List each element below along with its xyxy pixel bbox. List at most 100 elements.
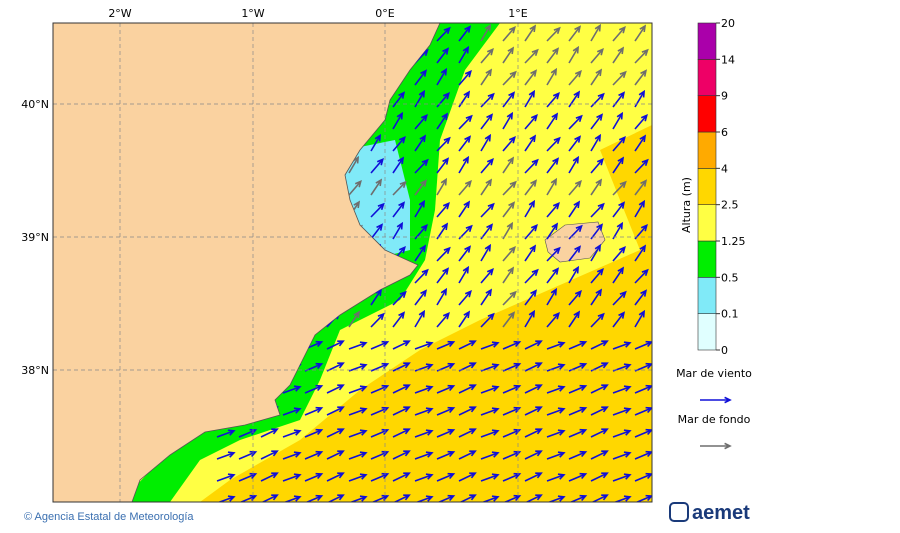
wave-arrow: [568, 25, 582, 42]
wave-arrow: [546, 136, 561, 152]
wave-arrow: [590, 340, 609, 350]
wave-arrow: [524, 268, 539, 284]
wave-arrow: [326, 340, 345, 350]
wave-arrow: [480, 157, 494, 174]
wave-arrow: [612, 266, 625, 284]
wave-arrow: [634, 134, 647, 152]
wave-arrow: [612, 70, 627, 86]
wave-arrow: [568, 472, 588, 482]
wave-arrow: [590, 68, 603, 86]
wave-arrow: [502, 340, 522, 350]
wave-arrow: [216, 473, 236, 482]
lon-label: 0°E: [375, 7, 394, 20]
wave-arrow: [590, 133, 602, 152]
wave-arrow: [458, 90, 471, 108]
colorbar-label: 14: [721, 53, 735, 66]
wave-arrow: [326, 428, 345, 438]
wave-arrow: [546, 246, 561, 262]
wave-arrow: [568, 428, 588, 438]
wave-arrow: [480, 288, 493, 306]
wave-arrow: [546, 267, 560, 284]
wave-arrow: [370, 288, 383, 306]
wave-arrow: [590, 406, 609, 416]
wave-arrow: [524, 340, 543, 350]
wave-arrow: [326, 472, 345, 482]
wave-arrow: [304, 450, 324, 460]
colorbar-segment: [697, 204, 717, 242]
wave-arrow: [392, 450, 411, 460]
wave-arrow: [348, 385, 368, 394]
wave-arrow: [634, 48, 649, 64]
wave-arrow: [414, 341, 434, 350]
wave-arrow: [546, 341, 566, 350]
wave-arrow: [524, 406, 543, 416]
wave-arrow: [612, 135, 626, 152]
wave-arrow: [590, 450, 609, 460]
wave-arrow: [502, 25, 516, 42]
wave-arrow: [524, 48, 539, 64]
wave-arrow: [524, 384, 543, 394]
wave-arrow: [502, 135, 516, 152]
colorbar-label: 4: [721, 162, 728, 175]
wave-arrow: [612, 311, 626, 328]
wave-arrow: [524, 362, 543, 372]
wave-arrow: [458, 428, 477, 438]
wave-arrow: [546, 222, 559, 240]
wave-arrow: [634, 69, 648, 86]
wave-arrow: [458, 450, 477, 460]
wave-arrow: [436, 340, 456, 350]
wave-arrow: [612, 341, 632, 350]
wave-arrow: [260, 450, 279, 460]
colorbar-label: 0: [721, 344, 728, 357]
wave-arrow: [546, 407, 566, 416]
wave-arrow: [546, 385, 566, 394]
wave-arrow: [392, 290, 407, 306]
wave-arrow: [348, 179, 362, 196]
wave-arrow: [436, 157, 450, 174]
wave-arrow: [568, 114, 583, 130]
wave-arrow: [568, 179, 582, 196]
wave-arrow: [590, 92, 605, 108]
wave-arrow: [502, 290, 517, 306]
wave-arrow: [348, 451, 368, 460]
colorbar-segment: [697, 277, 717, 314]
wave-arrow: [436, 47, 450, 64]
wave-arrow: [392, 428, 411, 438]
wave-arrow: [480, 407, 500, 416]
wave-arrow: [568, 245, 582, 262]
wave-arrow: [524, 134, 537, 152]
legend-label: Mar de fondo: [678, 413, 751, 426]
wave-arrow: [392, 384, 411, 394]
wave-arrow: [546, 47, 560, 64]
wave-arrow: [546, 177, 558, 196]
wave-arrow: [568, 265, 580, 284]
wave-arrow: [590, 157, 604, 174]
colorbar-title: Altura (m): [680, 177, 693, 233]
wave-arrow: [436, 112, 449, 130]
wave-arrow: [414, 223, 428, 240]
lon-label: 2°W: [108, 7, 131, 20]
colorbar-segment: [697, 313, 717, 351]
wave-arrow: [634, 89, 646, 108]
wave-arrow: [524, 199, 536, 218]
wave-arrow: [326, 450, 345, 460]
wave-arrow: [370, 340, 390, 350]
wave-arrow: [546, 473, 566, 482]
wave-arrow: [414, 289, 428, 306]
wave-arrow: [568, 155, 580, 174]
wave-arrow: [634, 24, 647, 42]
wave-arrow: [414, 473, 434, 482]
sea-green: [132, 23, 500, 502]
wave-arrow: [634, 244, 647, 262]
wave-arrow: [502, 311, 516, 328]
logo: aemet: [669, 502, 750, 524]
wave-arrow: [414, 158, 429, 174]
colorbar-label: 2.5: [721, 199, 739, 212]
wave-arrow: [436, 450, 456, 460]
wave-arrow: [348, 429, 368, 438]
wave-arrow: [590, 288, 603, 306]
wave-arrow: [546, 363, 566, 372]
logo-mark: [669, 502, 689, 522]
wave-arrow: [568, 310, 581, 328]
colorbar-segment: [697, 95, 717, 133]
